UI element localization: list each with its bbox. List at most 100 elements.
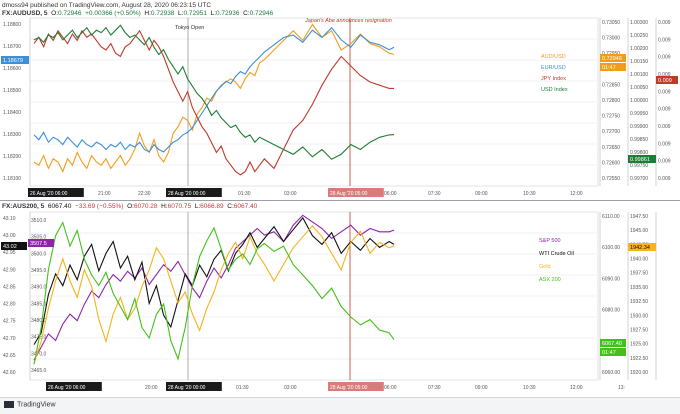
xtick-1-6: 06:00 [384,385,397,391]
panel1-change: +0.00366 (+0.50%) [85,10,141,17]
annotation-tokyo-open: Tokyo Open [175,25,204,31]
xtick-1-9: 10:30 [523,385,536,391]
left-tick-1-3: 42.90 [3,267,16,273]
left-tick-0-5: 1.18300 [3,132,21,138]
tradingview-logo[interactable]: TradingView [4,401,56,408]
panel2-symbol[interactable]: FX:AUS200, 5 [2,203,45,210]
xtick-1-1: 20:00 [145,385,158,391]
legend-usd-index: USD Index [541,87,568,93]
left-tick-0-7: 1.18100 [3,176,21,182]
panel2-high-value: 6070.75 [167,203,192,210]
xtick-1-3: 01:30 [236,385,249,391]
xtick-0-3: 28 Aug '20 00:00 [168,191,206,197]
axis3-tick-0-4: 1.00100 [630,72,648,78]
xtick-1-5: 28 Aug '20 05:00 [330,385,368,391]
axis4-tick-1-11: 1920.00 [630,370,648,376]
panel2-low-label: L: [194,203,201,210]
legend-asx-200: ASX 200 [539,277,561,283]
badge-axis3-current-2: 6067.40 [602,341,622,347]
xtick-date-bg-1-0 [46,382,102,391]
axis4-tick-1-0: 1947.50 [630,214,648,220]
left-tick-1-8: 42.65 [3,353,16,359]
panel1-symbol[interactable]: FX:AUDUSD, 5 [2,10,48,17]
left-tick-1-9: 42.60 [3,370,16,376]
panel2-close-value: 6067.40 [233,203,258,210]
panel1-high-label: H: [144,10,151,17]
xtick-0-2: 22:30 [138,191,151,197]
panel1-low2-value: 0.72936 [216,10,240,17]
series-line-wti-crude-oil [33,216,395,345]
panel1-low-label: L: [178,10,184,17]
axis2-tick-0-8: 0.72650 [602,145,620,151]
xtick-date-bg-0-3 [166,188,222,197]
axis2-tick-0-10: 0.72550 [602,176,620,182]
panel1-open-label: O: [51,10,59,17]
left-tick-0-1: 1.18700 [3,44,21,50]
badge-axis3-current: 0.99861 [630,157,650,163]
footer-brand: TradingView [17,401,56,409]
xtick-date-bg-1-2 [166,382,222,391]
axis4-tick-1-6: 1932.50 [630,299,648,305]
axis2-tick-1-8: 3470.0 [31,351,47,357]
axis2-tick-0-7: 0.72700 [602,129,620,135]
axis3-tick-0-5: 1.00050 [630,85,648,91]
axis4-tick-1-7: 1930.00 [630,313,648,319]
badge-axis4-current-2: 1942.34 [630,245,650,251]
panel-divider [0,200,680,201]
xtick-0-7: 06:00 [384,191,397,197]
axis4-tick-1-1: 1945.00 [630,228,648,234]
badge-axis3-current-bg [628,155,656,163]
axis4-tick-1-3: 1940.00 [630,257,648,263]
badge-axis3-time-2-bg [600,348,626,356]
left-tick-0-0: 1.18800 [3,22,21,28]
panel2-close-label: C: [227,203,234,210]
axis3-tick-1-3: 6080.00 [602,308,620,314]
badge-axis2-current: 0.72946 [602,56,622,62]
axis2-tick-0-4: 0.72850 [602,82,620,88]
badge-axis3-current-2-bg [600,339,626,347]
panel1-low2-label: L: [210,10,217,17]
left-tick-1-7: 42.70 [3,336,16,342]
axis2-tick-1-1: 3505.0 [31,235,47,241]
badge-left-current-bg [1,56,29,64]
axis3-tick-0-3: 1.00150 [630,59,648,65]
panel2-high-label: H: [161,203,168,210]
left-tick-1-2: 42.95 [3,250,16,256]
badge-left-current-2: 43.02 [3,244,17,250]
xtick-date-bg-0-0 [28,188,84,197]
axis2-tick-1-5: 3485.0 [31,301,47,307]
charts-canvas[interactable]: 1.18800 1.18700 1.18600 1.18500 1.18400 1.183… [0,0,680,397]
panel2-header: FX:AUS200, 5 6067.40 −33.69 (−0.55%) O:6… [2,203,257,210]
xtick-0-11: 12:00 [570,191,583,197]
axis4-tick-0-2: 0.009 [658,55,671,61]
axis3-tick-0-2: 1.00200 [630,46,648,52]
axis4-tick-0-8: 0.009 [658,159,671,165]
left-tick-0-3: 1.18500 [3,88,21,94]
badge-left-current: 1.18679 [3,58,23,64]
axis4-tick-0-1: 0.009 [658,37,671,43]
annotation-abe-resignation: Japan's Abe announces resignation [304,18,392,24]
left-tick-1-0: 43.10 [3,216,16,222]
badge-axis4-current-bg [656,76,678,84]
xtick-0-8: 07:30 [428,191,441,197]
series-line-aud-usd [33,23,395,173]
series-line-usd-index [33,24,395,160]
axis4-tick-1-5: 1935.00 [630,285,648,291]
badge-axis3-time-2: 01:47 [602,350,616,356]
axis3-tick-0-9: 0.99850 [630,137,648,143]
axis4-tick-0-7: 0.009 [658,141,671,147]
axis2-tick-1-9: 3465.0 [31,368,47,374]
left-tick-0-2: 1.18600 [3,66,21,72]
panel1-close-label: C: [243,10,250,17]
axis3-tick-1-2: 6090.00 [602,276,620,282]
axis3-tick-0-0: 1.00300 [630,20,648,26]
axis4-tick-0-5: 0.009 [658,107,671,113]
badge-axis4-current: 0.009 [658,78,672,84]
xtick-0-6: 28 Aug '20 05:00 [330,191,368,197]
axis2-tick-0-5: 0.72800 [602,98,620,104]
panel1-open-value: 0.72946 [58,10,82,17]
axis3-tick-1-0: 6110.00 [602,214,620,220]
xtick-0-0: 26 Aug '20 06:00 [30,191,68,197]
xtick-1-2: 28 Aug '20 00:00 [168,385,206,391]
xtick-1-11: 13: [618,385,625,391]
